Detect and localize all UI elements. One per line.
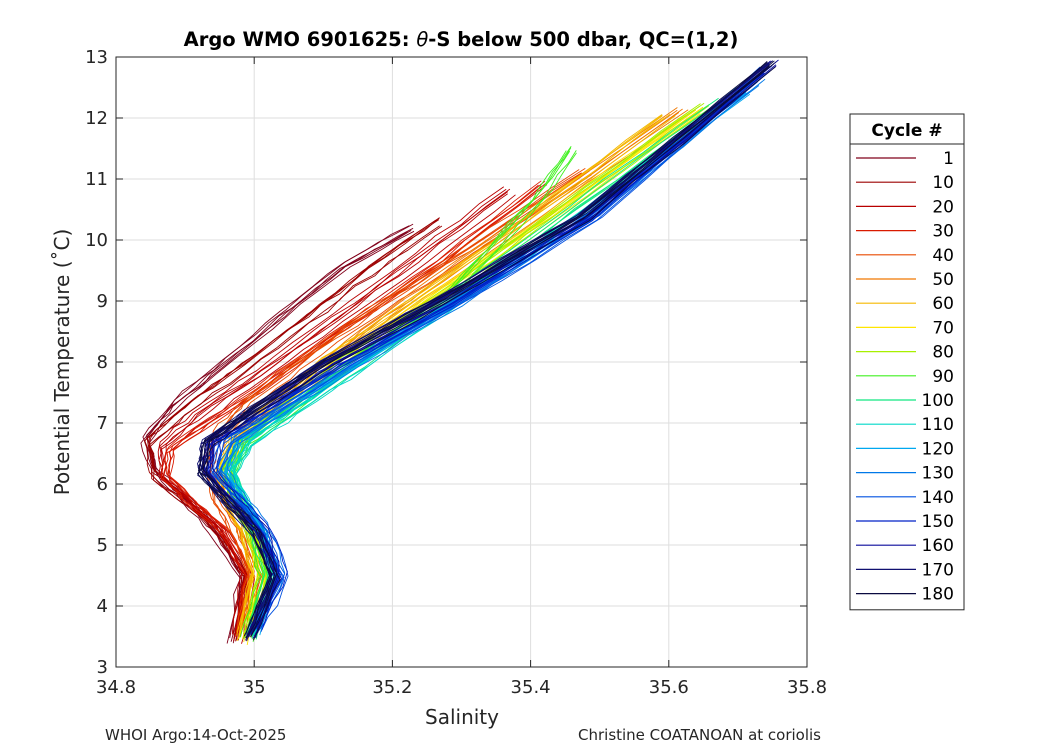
legend-label-cycle-50: 50 xyxy=(932,270,954,290)
x-tick-label: 34.8 xyxy=(96,677,136,698)
y-tick-label: 10 xyxy=(85,230,108,251)
y-tick-label: 13 xyxy=(85,47,108,68)
series-line-cycle-1 xyxy=(140,231,408,644)
y-axis-label: Potential Temperature (˚C) xyxy=(50,229,74,496)
x-axis-label: Salinity xyxy=(425,705,499,729)
y-tick-label: 12 xyxy=(85,108,108,129)
series-line-cycle-180 xyxy=(202,60,775,635)
y-tick-label: 5 xyxy=(97,535,108,556)
series-line-cycle-70 xyxy=(218,109,693,641)
legend-label-cycle-30: 30 xyxy=(932,222,954,242)
y-tick-label: 6 xyxy=(97,474,108,495)
y-tick-label: 8 xyxy=(97,352,108,373)
series-line-cycle-180 xyxy=(206,66,776,641)
legend-label-cycle-110: 110 xyxy=(922,415,954,435)
series-line-cycle-160 xyxy=(209,65,777,639)
footer-credit: WHOI Argo:14-Oct-2025 xyxy=(105,726,287,744)
title-theta: θ xyxy=(416,28,428,51)
series-line-cycle-20 xyxy=(163,188,511,637)
legend-label-cycle-160: 160 xyxy=(922,536,954,556)
series-line-cycle-150 xyxy=(207,72,765,637)
x-tick-label: 35.4 xyxy=(511,677,551,698)
legend: Cycle #110203040506070809010011012013014… xyxy=(849,113,965,611)
legend-label-cycle-150: 150 xyxy=(922,512,954,532)
legend-label-cycle-120: 120 xyxy=(922,439,954,459)
legend-label-cycle-170: 170 xyxy=(922,560,954,580)
x-tick-label: 35 xyxy=(243,677,266,698)
legend-label-cycle-130: 130 xyxy=(922,464,954,484)
series-line-cycle-180 xyxy=(197,65,770,639)
series-line-cycle-10 xyxy=(144,219,436,636)
y-tick-label: 3 xyxy=(97,657,108,678)
series-line-cycle-160 xyxy=(208,64,777,639)
y-tick-labels: 3 4 5 6 7 8 9 10 11 12 13 xyxy=(85,47,108,678)
legend-label-cycle-100: 100 xyxy=(922,391,954,411)
footer-author: Christine COATANOAN at coriolis xyxy=(578,726,821,744)
series-line-cycle-20 xyxy=(160,191,509,641)
series-line-cycle-180 xyxy=(198,61,768,637)
series-line-cycle-20 xyxy=(157,186,505,635)
x-tick-label: 35.2 xyxy=(372,677,412,698)
legend-label-cycle-60: 60 xyxy=(932,294,954,314)
series-lines xyxy=(140,59,779,645)
y-tick-label: 11 xyxy=(85,169,108,190)
y-tick-label: 7 xyxy=(97,413,108,434)
legend-label-cycle-90: 90 xyxy=(932,367,954,387)
title-suffix: -S below 500 dbar, QC=(1,2) xyxy=(428,28,738,51)
axes-frame xyxy=(115,56,808,668)
legend-label-cycle-140: 140 xyxy=(922,488,954,508)
legend-label-cycle-80: 80 xyxy=(932,343,954,363)
y-tick-label: 9 xyxy=(97,291,108,312)
legend-label-cycle-40: 40 xyxy=(932,246,954,266)
legend-label-cycle-1: 1 xyxy=(943,149,954,169)
y-tick-label: 4 xyxy=(97,596,108,617)
legend-title: Cycle # xyxy=(871,121,942,141)
chart-title: Argo WMO 6901625: θ-S below 500 dbar, QC… xyxy=(184,28,739,51)
x-tick-labels: 34.8 35 35.2 35.4 35.6 35.8 xyxy=(96,677,827,698)
series-line-cycle-30 xyxy=(164,180,542,633)
legend-box xyxy=(849,113,965,611)
legend-label-cycle-20: 20 xyxy=(932,197,954,217)
x-tick-label: 35.6 xyxy=(649,677,689,698)
legend-label-cycle-70: 70 xyxy=(932,318,954,338)
legend-label-cycle-180: 180 xyxy=(922,585,954,605)
title-prefix: Argo WMO 6901625: xyxy=(184,28,417,51)
legend-label-cycle-10: 10 xyxy=(932,173,954,193)
x-tick-label: 35.8 xyxy=(787,677,827,698)
